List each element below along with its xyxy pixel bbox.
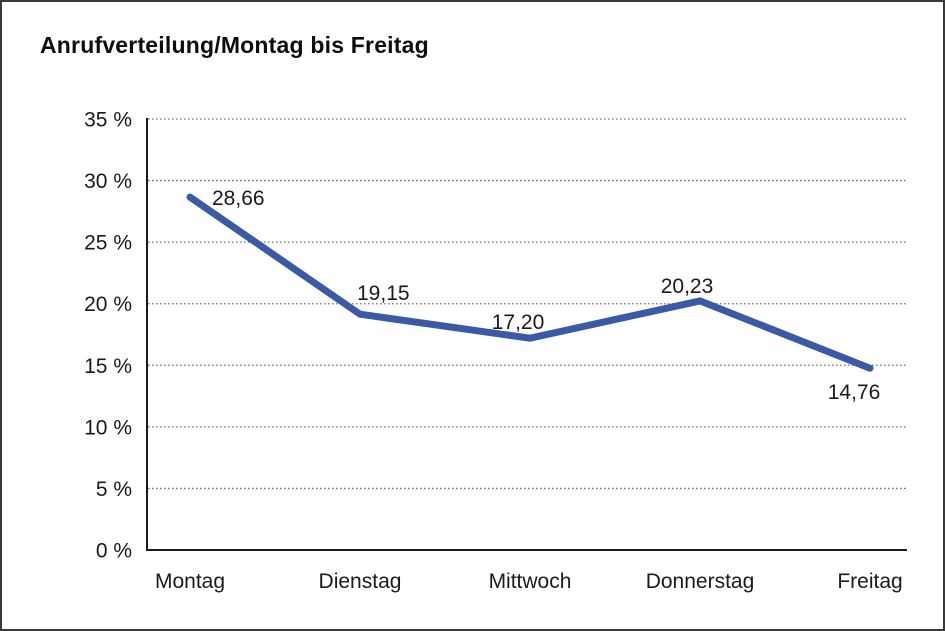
y-axis-tick-label: 20 % <box>84 293 132 316</box>
x-axis-category-label: Dienstag <box>319 570 402 593</box>
x-axis-category-label: Donnerstag <box>646 570 755 593</box>
y-axis-tick-label: 0 % <box>96 540 132 563</box>
y-axis-tick-label: 30 % <box>84 170 132 193</box>
data-point-label: 28,66 <box>212 187 265 210</box>
chart-title: Anrufverteilung/Montag bis Freitag <box>40 32 429 58</box>
y-axis-tick-label: 10 % <box>84 416 132 439</box>
y-axis-tick-label: 25 % <box>84 232 132 255</box>
x-axis-category-label: Freitag <box>837 570 902 593</box>
y-axis-tick-label: 35 % <box>84 109 132 132</box>
data-line-series <box>186 193 874 372</box>
data-point-label: 14,76 <box>828 381 881 404</box>
data-point-label: 19,15 <box>357 282 410 305</box>
data-point-label: 20,23 <box>661 275 714 298</box>
y-axis-tick-label: 5 % <box>96 478 132 501</box>
x-axis-category-label: Mittwoch <box>489 570 572 593</box>
y-axis-tick-label: 15 % <box>84 355 132 378</box>
x-axis-category-label: Montag <box>155 570 225 593</box>
data-point-label: 17,20 <box>492 311 545 334</box>
